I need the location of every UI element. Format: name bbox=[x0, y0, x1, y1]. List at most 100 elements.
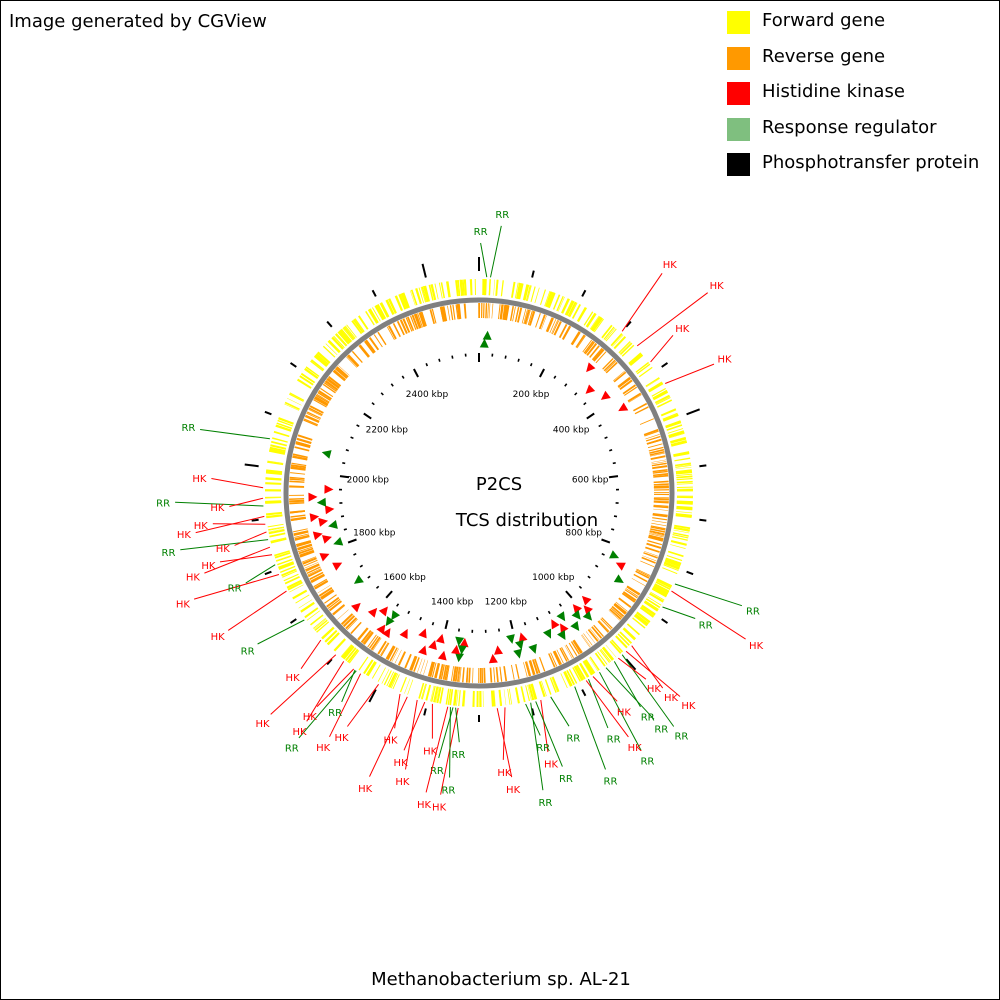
reverse-gene-mark bbox=[650, 455, 666, 460]
ruler-tick-label: 1800 kbp bbox=[353, 529, 396, 539]
reverse-gene-mark bbox=[515, 664, 520, 679]
forward-gene-mark bbox=[388, 298, 397, 314]
reverse-gene-mark bbox=[651, 461, 667, 465]
forward-gene-mark bbox=[634, 615, 648, 626]
reverse-gene-mark bbox=[653, 508, 669, 511]
response-regulator-label: RR bbox=[566, 733, 580, 744]
forward-gene-mark bbox=[633, 615, 647, 627]
ruler-tick bbox=[594, 564, 599, 568]
forward-gene-mark bbox=[636, 611, 651, 623]
outer-tick-mark bbox=[661, 362, 669, 368]
forward-gene-mark bbox=[316, 351, 331, 364]
reverse-gene-mark bbox=[652, 469, 668, 473]
forward-gene-mark bbox=[304, 367, 319, 379]
forward-gene-mark bbox=[676, 478, 693, 481]
forward-gene-mark bbox=[507, 688, 511, 705]
forward-gene-mark bbox=[340, 328, 353, 342]
forward-gene-mark bbox=[675, 462, 691, 467]
forward-gene-mark bbox=[676, 511, 693, 514]
reverse-gene-mark bbox=[336, 366, 349, 378]
ruler-tick bbox=[444, 619, 449, 630]
reverse-gene-mark bbox=[305, 563, 320, 572]
reverse-gene-mark bbox=[653, 473, 669, 477]
forward-gene-mark bbox=[289, 393, 304, 402]
reverse-gene-mark bbox=[481, 303, 483, 318]
ruler-tick bbox=[375, 585, 380, 589]
reverse-gene-mark bbox=[588, 629, 598, 642]
forward-gene-mark bbox=[675, 464, 692, 467]
forward-gene-mark bbox=[331, 336, 344, 350]
forward-gene-mark bbox=[333, 638, 346, 652]
forward-gene-mark bbox=[415, 288, 422, 304]
feature-leader-line bbox=[270, 654, 337, 715]
reverse-gene-mark bbox=[515, 307, 519, 322]
feature-leader-line bbox=[449, 707, 451, 778]
forward-gene-mark bbox=[301, 372, 316, 383]
histidine-kinase-label: HK bbox=[717, 354, 732, 365]
forward-gene-mark bbox=[407, 679, 414, 695]
reverse-gene-mark bbox=[303, 418, 318, 426]
response-regulator-marker bbox=[556, 611, 566, 622]
feature-leader-line bbox=[341, 669, 356, 703]
forward-gene-mark bbox=[269, 449, 286, 454]
forward-gene-mark bbox=[276, 422, 293, 430]
reverse-gene-mark bbox=[618, 598, 631, 608]
reverse-gene-mark bbox=[652, 465, 668, 470]
histidine-kinase-marker bbox=[312, 531, 323, 541]
ruler-tick bbox=[451, 355, 454, 359]
ruler-tick bbox=[396, 603, 400, 607]
response-regulator-label: RR bbox=[536, 743, 550, 754]
forward-gene-mark bbox=[392, 674, 400, 690]
reverse-gene-mark bbox=[417, 313, 423, 328]
reverse-gene-mark bbox=[598, 620, 610, 632]
forward-gene-mark bbox=[503, 689, 507, 706]
reverse-gene-mark bbox=[363, 631, 374, 645]
forward-gene-mark bbox=[313, 355, 328, 367]
reverse-gene-mark bbox=[289, 494, 304, 496]
forward-gene-mark bbox=[551, 677, 558, 693]
forward-gene-mark bbox=[675, 469, 692, 473]
forward-gene-mark bbox=[344, 326, 356, 339]
reverse-gene-mark bbox=[565, 644, 574, 658]
forward-gene-mark bbox=[321, 627, 335, 640]
reverse-gene-mark bbox=[654, 492, 669, 493]
forward-gene-mark bbox=[430, 685, 435, 702]
reverse-gene-mark bbox=[512, 306, 516, 322]
feature-leader-line bbox=[525, 703, 541, 736]
response-regulator-marker bbox=[557, 629, 566, 640]
forward-gene-mark bbox=[560, 673, 568, 689]
forward-gene-mark bbox=[275, 555, 292, 561]
forward-gene-mark bbox=[551, 676, 560, 692]
reverse-gene-mark bbox=[609, 608, 622, 620]
response-regulator-marker bbox=[542, 628, 552, 639]
response-regulator-marker bbox=[613, 574, 624, 583]
legend-label-response-regulator: Response regulator bbox=[762, 116, 937, 138]
forward-gene-mark bbox=[367, 309, 377, 324]
outer-tick-mark bbox=[264, 410, 272, 416]
forward-gene-mark bbox=[286, 579, 302, 589]
forward-gene-mark bbox=[322, 345, 336, 358]
histidine-kinase-label: HK bbox=[358, 784, 373, 795]
forward-gene-mark bbox=[615, 635, 628, 649]
ruler-tick bbox=[598, 424, 602, 428]
histidine-kinase-label: HK bbox=[334, 733, 349, 744]
histidine-kinase-label: HK bbox=[497, 768, 512, 779]
reverse-gene-mark bbox=[358, 628, 369, 641]
forward-gene-mark bbox=[490, 690, 494, 707]
forward-gene-mark bbox=[546, 292, 555, 308]
feature-leader-line bbox=[257, 619, 305, 645]
forward-gene-mark bbox=[531, 683, 538, 700]
reverse-gene-mark bbox=[303, 419, 318, 427]
forward-gene-mark bbox=[603, 326, 615, 340]
forward-gene-mark bbox=[438, 282, 443, 299]
reverse-gene-mark bbox=[503, 304, 508, 320]
reverse-gene-mark bbox=[645, 546, 660, 553]
reverse-gene-mark bbox=[347, 355, 359, 367]
forward-gene-mark bbox=[453, 689, 458, 706]
forward-gene-mark bbox=[676, 483, 693, 485]
forward-gene-mark bbox=[629, 354, 644, 366]
reverse-gene-mark bbox=[322, 383, 336, 394]
histidine-kinase-marker bbox=[600, 390, 611, 400]
forward-gene-mark bbox=[635, 361, 650, 373]
forward-gene-mark bbox=[310, 614, 324, 626]
